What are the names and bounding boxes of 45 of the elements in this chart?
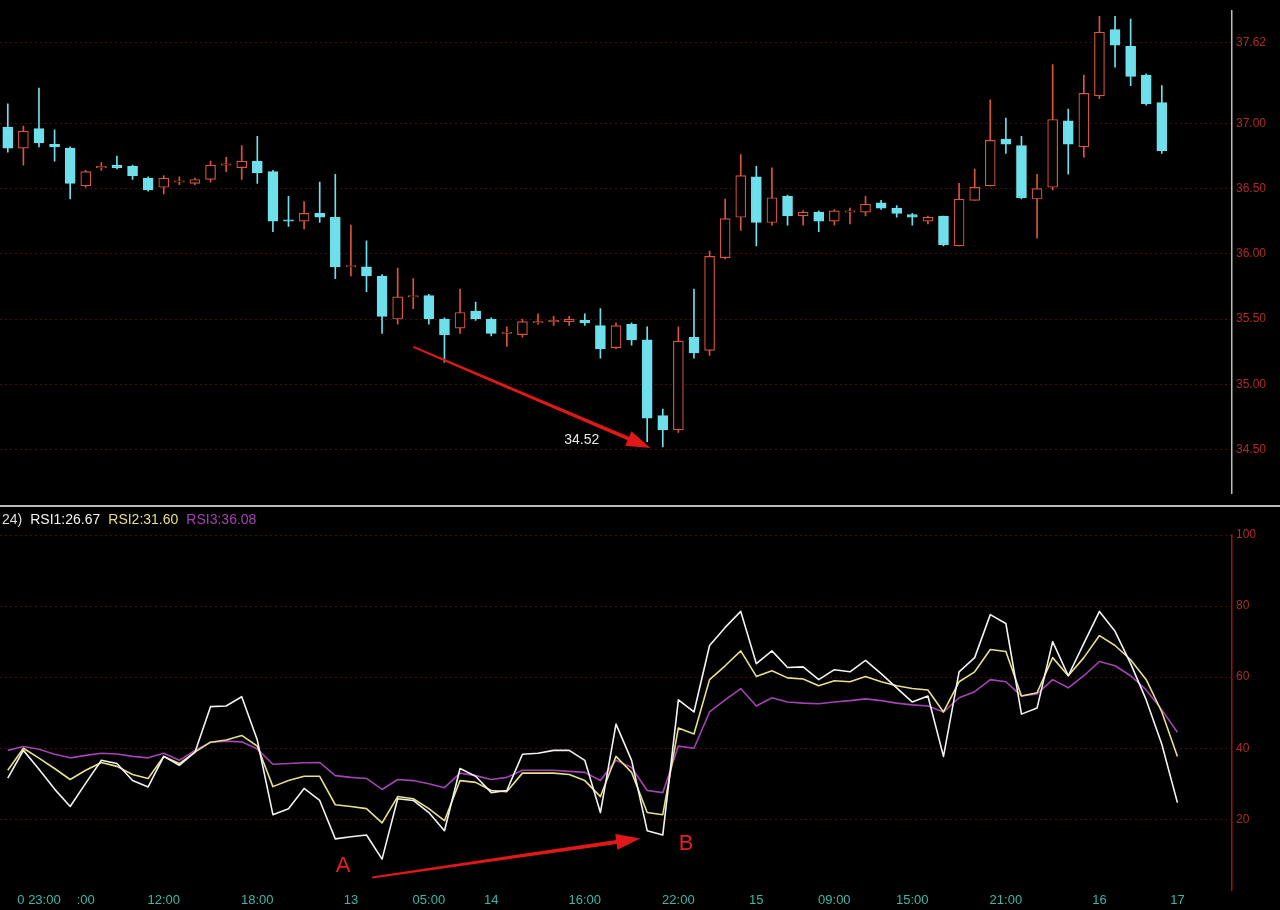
x-tick-label: 05:00 — [412, 891, 446, 907]
y-tick-label: 100 — [1236, 527, 1257, 542]
candlestick — [501, 326, 513, 347]
x-tick-label: 22:00 — [662, 891, 695, 907]
candlestick — [1031, 173, 1043, 239]
x-tick-label: :00 — [76, 891, 95, 907]
x-tick-label: 18:00 — [241, 891, 274, 907]
y-tick-label: 35.50 — [1236, 311, 1267, 326]
annotation: B — [678, 830, 694, 856]
candlestick — [579, 313, 591, 326]
text: RSI2:31.60 — [108, 510, 179, 527]
x-tick-label: 09:00 — [818, 891, 851, 907]
x-tick-label: 15 — [749, 891, 764, 907]
text: RSI1:26.67 — [30, 510, 101, 527]
y-tick-label: 36.50 — [1236, 180, 1267, 195]
x-tick-label: 16 — [1092, 891, 1107, 907]
y-tick-label: 34.50 — [1236, 441, 1267, 456]
annotation: A — [335, 851, 351, 877]
y-tick-label: 37.00 — [1236, 115, 1267, 130]
legend-title: 24) — [2, 510, 23, 527]
x-tick-label: 16:00 — [568, 891, 602, 907]
y-tick-label: 35.00 — [1236, 376, 1267, 391]
text: RSI3:36.08 — [186, 510, 257, 527]
x-tick-label: 13 — [343, 891, 359, 907]
candlestick — [236, 145, 248, 180]
y-tick-label: 37.62 — [1236, 34, 1267, 49]
x-tick-label: 21:00 — [989, 891, 1023, 907]
y-tick-label: 40 — [1236, 740, 1250, 755]
y-tick-label: 20 — [1236, 811, 1250, 826]
x-tick-label: 17 — [1170, 891, 1185, 907]
x-tick-label: 15:00 — [896, 891, 929, 907]
candlestick — [844, 207, 856, 225]
candlestick — [220, 156, 232, 172]
y-tick-label: 80 — [1236, 598, 1250, 613]
x-tick-label: 14 — [484, 891, 499, 907]
y-tick-label: 60 — [1236, 669, 1250, 684]
candlestick — [688, 288, 700, 359]
candlestick — [345, 224, 357, 277]
x-tick-label: 0 23:00 — [17, 891, 61, 907]
candlestick — [532, 313, 544, 325]
x-tick-label: 12:00 — [147, 891, 181, 907]
y-tick-label: 36.00 — [1236, 246, 1267, 261]
candlestick — [251, 136, 263, 184]
annotation: 34.52 — [564, 431, 600, 448]
candlestick — [407, 278, 419, 309]
